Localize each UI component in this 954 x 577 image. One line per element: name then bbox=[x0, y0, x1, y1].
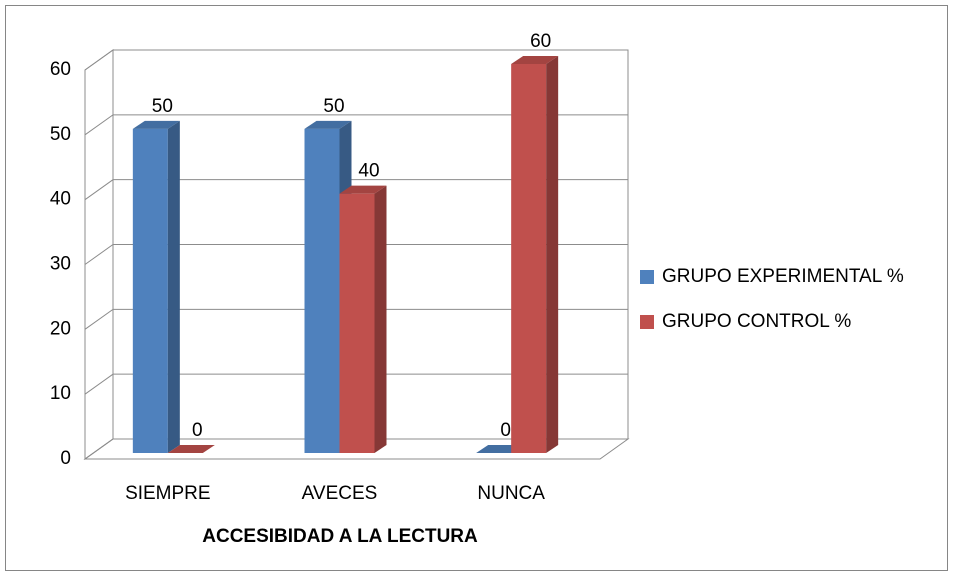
legend-label: GRUPO CONTROL % bbox=[662, 311, 851, 332]
bar-side bbox=[167, 120, 180, 453]
x-tick-label: AVECES bbox=[302, 483, 378, 504]
grid-line bbox=[84, 179, 628, 201]
y-tick-label: 10 bbox=[50, 383, 71, 404]
grid-line bbox=[84, 49, 628, 71]
bar-side bbox=[374, 185, 387, 453]
bar bbox=[304, 128, 340, 454]
legend-swatch bbox=[640, 315, 654, 329]
data-label: 60 bbox=[530, 31, 551, 52]
data-label: 50 bbox=[323, 96, 344, 117]
grid-line bbox=[84, 244, 628, 265]
x-tick-label: NUNCA bbox=[477, 483, 545, 504]
grid-line bbox=[84, 438, 628, 460]
legend-swatch bbox=[640, 270, 654, 284]
grid-line bbox=[84, 308, 628, 330]
bar-side bbox=[546, 56, 559, 453]
bar-top bbox=[132, 120, 180, 129]
y-tick-label: 40 bbox=[50, 189, 71, 210]
bar bbox=[132, 128, 168, 454]
y-tick-label: 20 bbox=[50, 318, 71, 339]
y-tick-label: 30 bbox=[50, 254, 71, 275]
bar bbox=[511, 64, 547, 453]
data-label: 50 bbox=[152, 96, 173, 117]
y-tick-label: 60 bbox=[50, 59, 71, 80]
x-tick-label: SIEMPRE bbox=[125, 483, 211, 504]
grid-line bbox=[84, 114, 628, 136]
y-tick-label: 0 bbox=[60, 448, 71, 469]
bar-top bbox=[339, 185, 387, 194]
data-label: 0 bbox=[192, 420, 203, 441]
bar-top bbox=[304, 120, 352, 129]
legend-label: GRUPO EXPERIMENTAL % bbox=[662, 266, 904, 287]
data-label: 40 bbox=[358, 161, 379, 182]
bar-top bbox=[167, 445, 215, 453]
bar bbox=[339, 193, 375, 453]
grid-line bbox=[84, 373, 628, 395]
x-axis-title: ACCESIBIDAD A LA LECTURA bbox=[202, 526, 478, 547]
bar-top bbox=[511, 56, 559, 64]
data-label: 0 bbox=[500, 420, 511, 441]
y-tick-label: 50 bbox=[50, 124, 71, 145]
